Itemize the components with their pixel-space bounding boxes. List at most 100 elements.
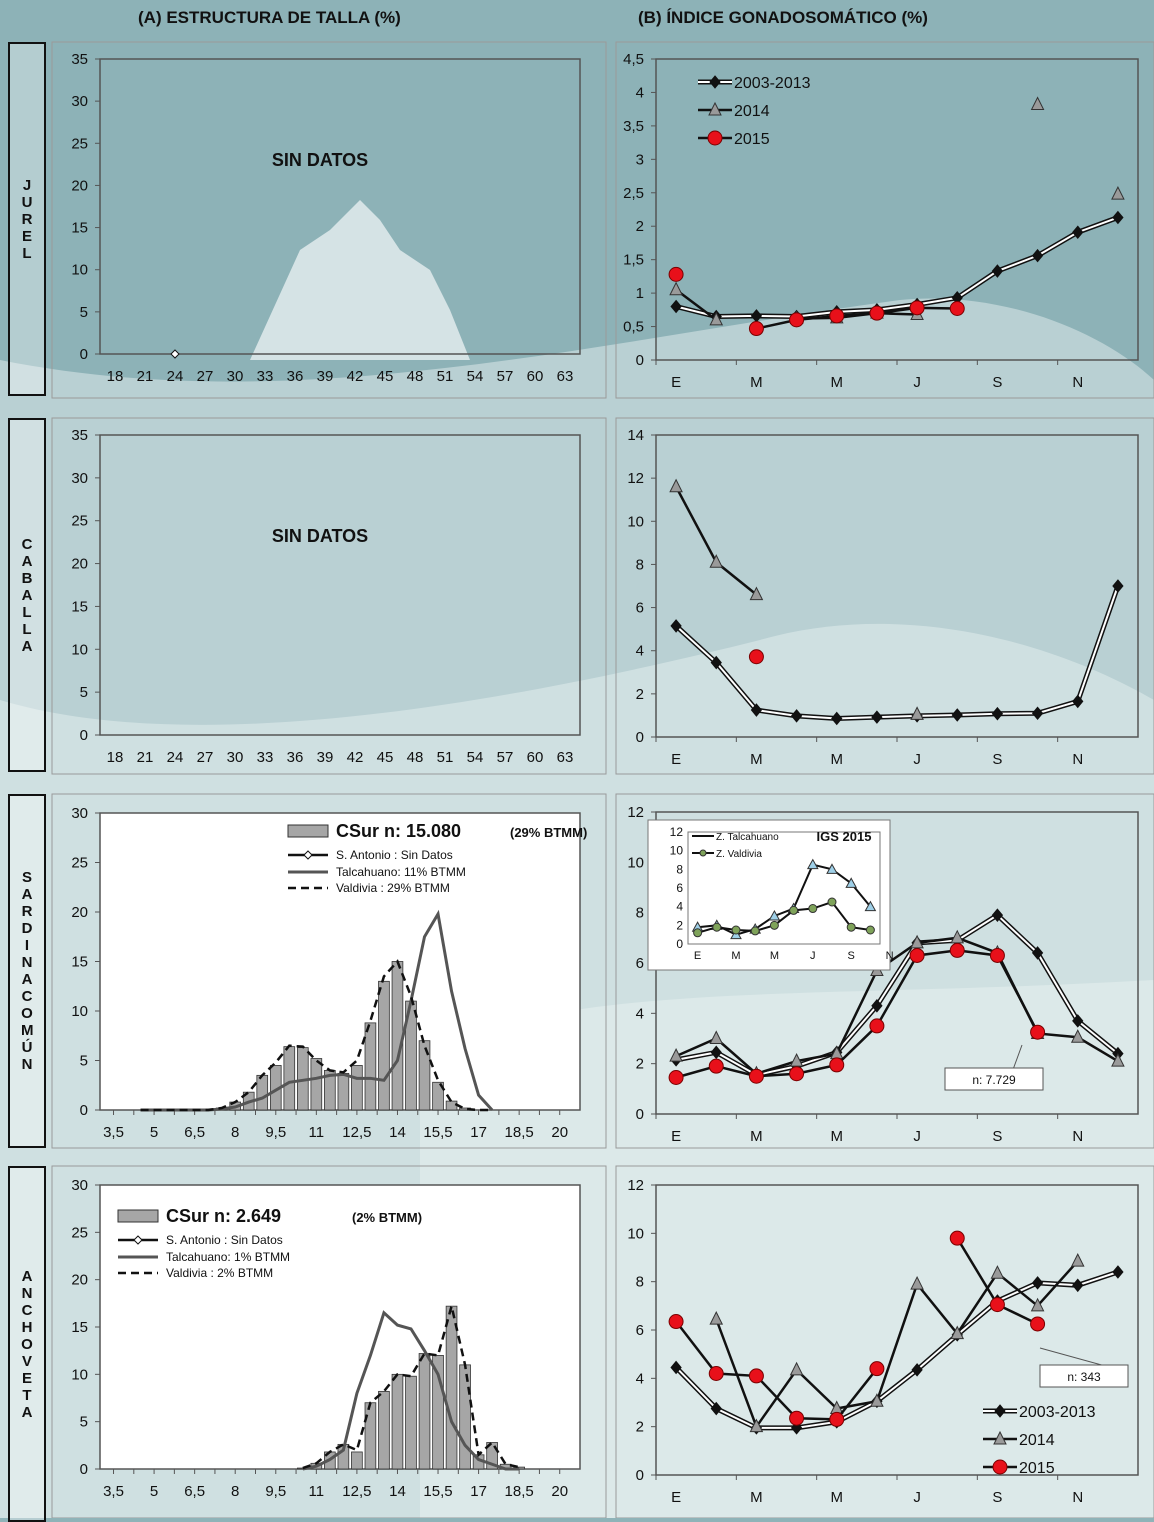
anchoveta_igs-point-1-7 [950,1325,965,1340]
jurel_igs-ytick-label: 4 [636,84,644,101]
caballa_talla-ytick-label: 30 [71,470,88,487]
anchoveta_talla-xtick-label: 5 [150,1483,158,1500]
caballa_igs-ytick-label: 10 [627,513,644,530]
caballa_talla-ytick-label: 15 [71,598,88,615]
anchoveta_igs-xtick-label: J [913,1489,921,1506]
anchoveta_igs-legend-label-2: 2015 [1019,1460,1055,1477]
sardina_igs-point-2-2 [748,1068,764,1084]
jurel_igs-point-2-0 [668,266,684,282]
jurel_talla-xtick-label: 18 [107,368,124,385]
jurel_igs-point-2-6 [909,300,925,316]
jurel_talla-ytick-label: 20 [71,177,88,194]
sardina_igs-ytick-label: 8 [636,905,644,922]
jurel_talla-xtick-label: 30 [227,368,244,385]
caballa_igs-xtick-label: S [992,751,1002,768]
anchoveta_talla-xtick-label: 6,5 [184,1483,205,1500]
caballa_igs-point-0-4 [831,711,843,726]
anchoveta_igs-point-2-0 [668,1314,684,1330]
jurel_talla-xtick-label: 60 [527,368,544,385]
anchoveta_igs-legend-label-1: 2014 [1019,1432,1055,1449]
anchoveta_igs-point-1-3 [789,1361,804,1376]
sardina_talla-legend-val: Valdivia : 29% BTMM [336,881,450,895]
sardina_talla-ytick-label: 20 [71,904,88,921]
anchoveta_igs-xtick-label: M [750,1489,763,1506]
sardina_igs-inset-pt [712,922,722,932]
sardina_talla-xtick-label: 17 [470,1124,487,1141]
anchoveta_igs-point-0-0 [670,1360,682,1375]
jurel_igs-xtick-label: N [1072,374,1083,391]
sardina_igs-inset-pt [864,900,877,912]
caballa_talla-annotation: SIN DATOS [272,526,368,546]
sardina_igs-point-1-3 [789,1053,804,1067]
jurel_talla-xtick-label: 45 [377,368,394,385]
jurel_igs-legend-label-0: 2003-2013 [734,75,811,92]
sardina_talla-bar-22 [432,1081,444,1111]
caballa_igs-point-0-2 [750,703,763,717]
anchoveta_igs-point-1-2 [749,1418,764,1433]
sardina_talla-legend-title: CSur n: 15.080 [336,821,461,841]
jurel_talla-xtick-label: 42 [347,368,364,385]
sardina_igs-xtick-label: N [1072,1128,1083,1145]
sardina_talla-ytick-label: 10 [71,1003,88,1020]
sardina_igs-xtick-label: S [992,1128,1002,1145]
caballa_talla-ytick-label: 35 [71,427,88,444]
caballa_talla-xtick-label: 42 [347,749,364,766]
sardina_igs-point-2-5 [869,1018,885,1034]
caballa_igs-ytick-label: 4 [636,643,644,660]
sardina_igs-callout-box [944,1067,1044,1091]
caballa_igs-ytick-label: 2 [636,686,644,703]
caballa_talla-plot-area [99,434,581,736]
jurel_talla-ytick-label: 30 [71,93,88,110]
caballa_talla-xtick-label: 48 [407,749,424,766]
sardina_talla-bar-19 [391,961,404,1111]
jurel_igs-xtick-label: M [831,374,844,391]
anchoveta_igs-point-2-2 [748,1368,764,1384]
caballa_talla-ytick-label: 20 [71,556,88,573]
caballa_talla-xtick-label: 36 [287,749,304,766]
jurel_talla-xtick-label: 48 [407,368,424,385]
sardina_igs-point-2-4 [829,1057,845,1073]
anchoveta_talla-bar-12 [459,1364,471,1470]
sardina_talla-legend-tal: Talcahuano: 11% BTMM [336,865,466,879]
jurel_igs-point-2-3 [789,312,805,328]
anchoveta_talla-series-valdivia [302,1305,520,1470]
caballa_talla-xtick-label: 51 [437,749,454,766]
sardina_igs-inset-plot [687,831,881,945]
sardina_igs-inset-legend-1: Z. Valdivia [716,849,762,860]
anchoveta_igs-series-1-line [715,1260,1079,1430]
sardina_igs-inset-legend-0: Z. Talcahuano [716,832,779,843]
anchoveta_talla-xtick-label: 11 [309,1483,325,1500]
anchoveta_talla-xtick-label: 8 [231,1483,239,1500]
sardina_igs-inset-ytick: 4 [676,900,683,914]
caballa_igs-point-1-0 [669,478,683,493]
anchoveta_igs-legend-marker [992,1459,1008,1475]
jurel_igs-point-1-1 [709,311,724,326]
caballa_talla-ytick-label: 5 [80,684,88,701]
sardina_talla-legend-sa: S. Antonio : Sin Datos [336,848,453,862]
anchoveta_talla-xtick-label: 20 [551,1483,568,1500]
sardina_igs-ytick-label: 6 [636,955,644,972]
jurel_igs-legend-label-2: 2015 [734,131,770,148]
jurel_igs-ytick-label: 0 [636,352,644,369]
sardina_talla-series-valdivia [140,959,493,1112]
sardina_igs-inset-pt [865,925,875,935]
caballa_igs-point-1-1 [709,554,724,568]
sardina_igs-point-1-7 [950,929,965,944]
sardina_igs-inset-pt [826,863,838,874]
caballa_igs-series-1-line [674,486,758,596]
sardina_igs-inset-legend-marker [699,849,707,857]
sardina_igs-ytick-label: 4 [636,1005,644,1022]
anchoveta_igs-point-1-8 [990,1265,1005,1279]
sardina_igs-inset-pt [693,928,703,938]
caballa_talla-xtick-label: 21 [137,749,154,766]
anchoveta_igs-ytick-label: 2 [636,1419,644,1436]
sardina_talla-bar-13 [310,1058,323,1111]
jurel_igs-point-1-0 [669,281,683,296]
anchoveta_igs-point-1-9 [1030,1297,1045,1312]
species-label-jurel: JUREL [8,42,46,396]
panel-frame-4 [51,793,607,1149]
sardina_talla-xtick-label: 6,5 [184,1124,205,1141]
sardina_igs-callout-pointer [1012,1044,1029,1069]
anchoveta_igs-point-0-10 [1072,1278,1084,1293]
